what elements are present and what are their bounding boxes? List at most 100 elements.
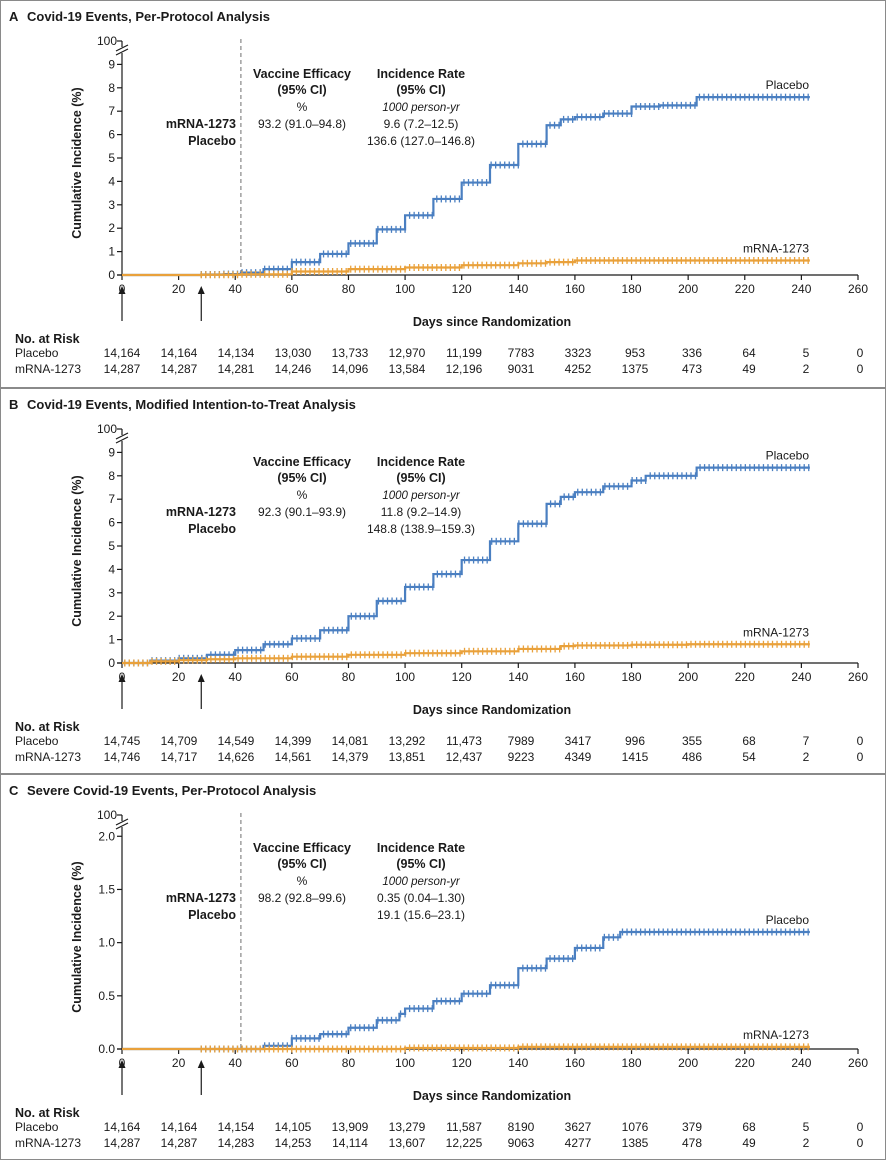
dose-arrow-head xyxy=(118,1060,126,1068)
ve-unit: % xyxy=(297,100,308,114)
series-label-mrna: mRNA-1273 xyxy=(743,241,809,255)
censor-marks-mrna xyxy=(200,1043,809,1053)
risk-cell: 379 xyxy=(682,1120,702,1134)
ir-mrna: 11.8 (9.2–14.9) xyxy=(381,505,462,519)
ir-header-ci: (95% CI) xyxy=(396,471,445,485)
row-label-mrna: mRNA-1273 xyxy=(166,117,236,131)
risk-cell: 8190 xyxy=(508,1120,535,1134)
ve-header-ci: (95% CI) xyxy=(277,83,326,97)
y-tick-label: 1.5 xyxy=(98,882,115,896)
ir-header: Incidence Rate xyxy=(377,841,465,855)
x-tick-label: 160 xyxy=(565,670,585,684)
y-axis-break-mark xyxy=(115,432,129,440)
x-tick-label: 20 xyxy=(172,670,186,684)
risk-cell: 3417 xyxy=(565,734,592,748)
risk-cell: 14,626 xyxy=(218,750,255,764)
risk-cell: 14,717 xyxy=(161,750,198,764)
risk-cell: 4252 xyxy=(565,362,592,376)
x-tick-label: 40 xyxy=(229,670,243,684)
x-axis-label: Days since Randomization xyxy=(413,703,571,717)
x-tick-label: 60 xyxy=(285,282,299,296)
y-axis-label: Cumulative Incidence (%) xyxy=(70,475,84,626)
x-tick-label: 200 xyxy=(678,1056,698,1070)
x-tick-label: 240 xyxy=(791,282,811,296)
y-tick-label: 0.5 xyxy=(98,989,115,1003)
x-tick-label: 240 xyxy=(791,670,811,684)
row-label-placebo: Placebo xyxy=(188,908,236,922)
risk-cell: 5 xyxy=(803,1120,810,1134)
risk-cell: 14,549 xyxy=(218,734,255,748)
risk-cell: 953 xyxy=(625,346,645,360)
x-tick-label: 220 xyxy=(735,282,755,296)
ir-header: Incidence Rate xyxy=(377,67,465,81)
risk-cell: 12,437 xyxy=(446,750,483,764)
censor-marks-mrna xyxy=(124,640,810,667)
risk-cell: 14,287 xyxy=(104,362,141,376)
ir-unit: 1000 person-yr xyxy=(382,876,461,888)
y-axis-label: Cumulative Incidence (%) xyxy=(70,861,84,1012)
dose-arrow-head xyxy=(197,674,205,682)
risk-cell: 13,607 xyxy=(389,1136,426,1150)
risk-cell: 0 xyxy=(857,1136,864,1150)
x-tick-label: 40 xyxy=(229,1056,243,1070)
ve-header: Vaccine Efficacy xyxy=(253,455,351,469)
x-tick-label: 240 xyxy=(791,1056,811,1070)
risk-cell: 68 xyxy=(742,734,756,748)
y-tick-label: 9 xyxy=(108,57,115,71)
x-tick-label: 200 xyxy=(678,282,698,296)
y-axis-break-mark xyxy=(115,44,129,52)
y-tick-label: 3 xyxy=(108,586,115,600)
risk-row-label: mRNA-1273 xyxy=(15,750,81,764)
x-tick-label: 180 xyxy=(622,1056,642,1070)
risk-cell: 14,154 xyxy=(218,1120,255,1134)
x-tick-label: 220 xyxy=(735,670,755,684)
risk-cell: 2 xyxy=(803,362,810,376)
risk-cell: 7989 xyxy=(508,734,535,748)
x-tick-label: 80 xyxy=(342,1056,356,1070)
risk-cell: 14,134 xyxy=(218,346,255,360)
series-line-placebo xyxy=(122,466,810,665)
risk-cell: 0 xyxy=(857,362,864,376)
y-tick-label: 1.0 xyxy=(98,936,115,950)
risk-cell: 49 xyxy=(742,1136,756,1150)
risk-cell: 14,246 xyxy=(275,362,312,376)
y-tick-label: 6 xyxy=(108,516,115,530)
x-tick-label: 100 xyxy=(395,1056,415,1070)
dose-arrow-head xyxy=(197,286,205,294)
risk-table-header: No. at Risk xyxy=(15,1106,80,1120)
y-tick-label: 2 xyxy=(108,609,115,623)
y-tick-label: 6 xyxy=(108,128,115,142)
y-tick-label: 5 xyxy=(108,151,115,165)
series-line-mrna xyxy=(122,643,810,665)
risk-cell: 473 xyxy=(682,362,702,376)
ve-value: 92.3 (90.1–93.9) xyxy=(258,505,346,519)
x-tick-label: 20 xyxy=(172,282,186,296)
x-tick-label: 140 xyxy=(508,282,528,296)
ir-placebo: 136.6 (127.0–146.8) xyxy=(367,134,475,148)
censor-marks-placebo xyxy=(200,928,809,1053)
risk-cell: 7 xyxy=(803,734,810,748)
panel-a: A Covid-19 Events, Per-Protocol Analysis C… xyxy=(0,0,886,388)
risk-cell: 14,379 xyxy=(332,750,369,764)
risk-cell: 14,164 xyxy=(104,1120,141,1134)
risk-cell: 14,709 xyxy=(161,734,198,748)
risk-table-header: No. at Risk xyxy=(15,720,80,734)
y-tick-label: 4 xyxy=(108,174,115,188)
y-tick-label: 2 xyxy=(108,221,115,235)
y-tick-label: 0.0 xyxy=(98,1042,115,1056)
risk-cell: 11,473 xyxy=(446,734,482,748)
y-tick-label: 4 xyxy=(108,562,115,576)
risk-cell: 0 xyxy=(857,346,864,360)
panel-letter: C xyxy=(9,783,19,798)
risk-cell: 14,561 xyxy=(275,750,312,764)
x-tick-label: 140 xyxy=(508,670,528,684)
risk-cell: 478 xyxy=(682,1136,702,1150)
risk-cell: 49 xyxy=(742,362,756,376)
panel-b: B Covid-19 Events, Modified Intention-to-… xyxy=(0,388,886,774)
chart-panel-a: A Covid-19 Events, Per-Protocol Analysis C… xyxy=(9,9,868,376)
x-tick-label: 160 xyxy=(565,282,585,296)
risk-cell: 7783 xyxy=(508,346,535,360)
risk-cell: 14,281 xyxy=(218,362,255,376)
row-label-mrna: mRNA-1273 xyxy=(166,505,236,519)
